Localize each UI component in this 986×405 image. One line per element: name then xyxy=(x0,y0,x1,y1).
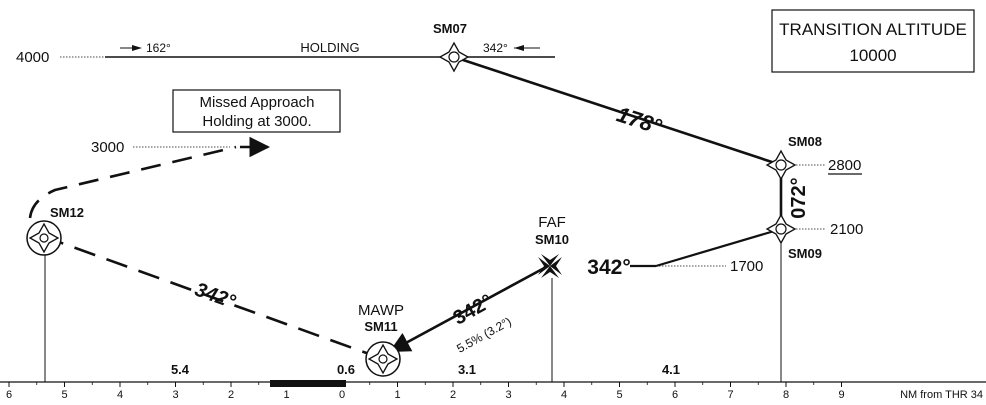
altitude-sm08: 2800 xyxy=(828,157,861,174)
holding-altitude: 4000 xyxy=(16,49,49,66)
course-sm11-sm12: 342° xyxy=(192,279,239,314)
sm12-flyover-icon xyxy=(26,220,62,256)
scale-tick-label: 4 xyxy=(117,389,123,401)
holding-course-left: 162° xyxy=(146,41,171,55)
distance-segment-1: 5.4 xyxy=(171,362,190,377)
scale-tick-label: 5 xyxy=(61,389,67,401)
faf-label: FAF xyxy=(538,214,566,231)
altitude-sm09: 2100 xyxy=(830,221,863,238)
scale-tick-label: 9 xyxy=(838,389,844,401)
course-sm08-sm09: 072° xyxy=(788,177,810,218)
sm11-label: SM11 xyxy=(364,319,397,334)
sm11-flyover-icon xyxy=(365,341,401,377)
sm12-label: SM12 xyxy=(50,205,84,220)
transition-altitude-label: TRANSITION ALTITUDE xyxy=(779,20,967,39)
holding-course-right: 342° xyxy=(483,41,508,55)
transition-altitude-box: TRANSITION ALTITUDE 10000 xyxy=(771,9,975,73)
scale-tick-label: 0 xyxy=(339,389,345,401)
sm08-waypoint-icon xyxy=(765,149,797,181)
scale-tick-label: 6 xyxy=(672,389,678,401)
sm09-waypoint-icon xyxy=(765,213,797,245)
scale-tick-label: 3 xyxy=(505,389,511,401)
scale-tick-label: 5 xyxy=(616,389,622,401)
missed-approach-line1: Missed Approach xyxy=(199,94,314,111)
scale-tick-label: 3 xyxy=(172,389,178,401)
course-sm09-sm10: 342° xyxy=(587,256,630,279)
distance-segment-3: 3.1 xyxy=(458,362,476,377)
leg-sm07-sm08 xyxy=(453,55,782,167)
leg-sm11-sm12 xyxy=(44,235,384,361)
scale-tick-label: 2 xyxy=(450,389,456,401)
altitude-1700: 1700 xyxy=(730,258,763,275)
scale-unit: NM from THR 34 xyxy=(900,389,983,401)
sm07-waypoint-icon xyxy=(438,41,470,73)
holding-pattern: 4000 162° HOLDING 342° xyxy=(16,40,555,66)
sm10-faf-icon xyxy=(538,254,562,278)
scale-tick-label: 2 xyxy=(228,389,234,401)
scale-tick-label: 8 xyxy=(783,389,789,401)
course-sm07-sm08: 178° xyxy=(614,101,665,139)
leg-sm10-sm11 xyxy=(389,264,549,353)
scale-tick-label: 6 xyxy=(6,389,12,401)
leg-missed-climb xyxy=(28,145,237,219)
sm10-label: SM10 xyxy=(535,232,569,247)
leg-sm09-descent xyxy=(655,227,782,268)
missed-approach-box: Missed Approach Holding at 3000. xyxy=(172,89,341,133)
mawp-label: MAWP xyxy=(358,302,404,319)
scale-tick-label: 1 xyxy=(283,389,289,401)
sm07-label: SM07 xyxy=(433,21,467,36)
scale-tick-label: 4 xyxy=(561,389,567,401)
scale-tick-label: 7 xyxy=(727,389,733,401)
transition-altitude-value: 10000 xyxy=(849,46,896,65)
distance-segment-4: 4.1 xyxy=(662,362,680,377)
missed-approach-line2: Holding at 3000. xyxy=(202,113,311,130)
holding-label: HOLDING xyxy=(300,40,359,55)
distance-segment-2: 0.6 xyxy=(337,362,355,377)
scale-tick-label: 1 xyxy=(394,389,400,401)
sm08-label: SM08 xyxy=(788,134,822,149)
distance-scale: 6 5 4 3 2 1 0 1 2 3 4 5 6 7 8 9 NM from THR 34 xyxy=(0,380,986,401)
altitude-missed: 3000 xyxy=(91,139,124,156)
sm09-label: SM09 xyxy=(788,246,822,261)
